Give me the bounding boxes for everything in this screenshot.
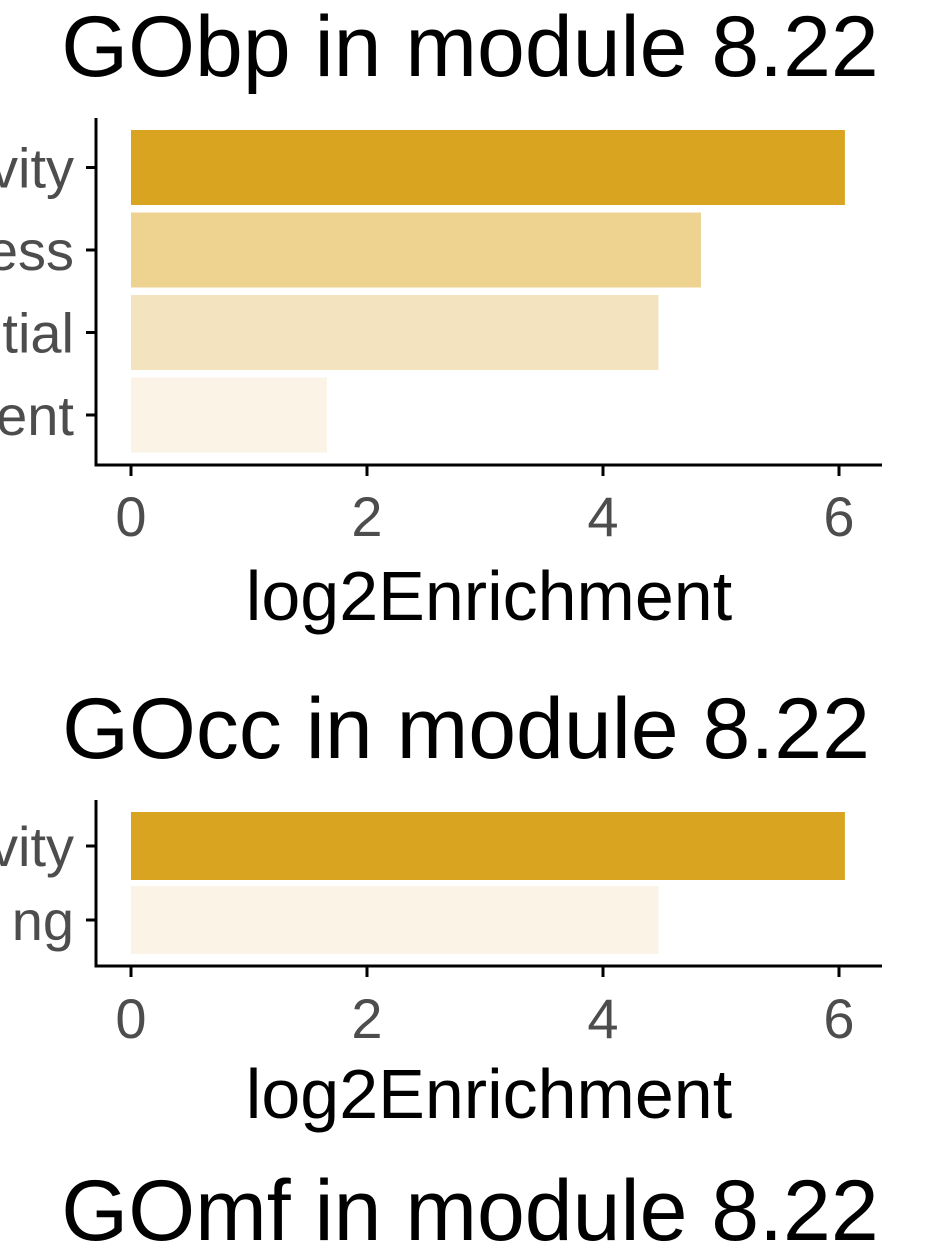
x-tick-label-gocc-0: 0 xyxy=(115,987,146,1050)
chart-title-gocc: GOcc in module 8.22 xyxy=(62,681,870,777)
panel-gomf: GOmf in module 8.22 xyxy=(61,1163,878,1250)
bar-gocc-1 xyxy=(131,812,845,880)
x-tick-label-gobp-6: 6 xyxy=(823,485,854,548)
bar-gobp-2 xyxy=(131,212,701,288)
x-tick-label-gocc-2: 2 xyxy=(351,987,382,1050)
bar-gobp-4 xyxy=(131,377,327,453)
x-ticks-gocc: 0 2 4 6 xyxy=(115,966,855,1050)
bar-gobp-3 xyxy=(131,295,659,370)
y-tick-label-gobp-3: tial xyxy=(2,302,74,365)
x-tick-label-gobp-4: 4 xyxy=(587,485,618,548)
x-ticks-gobp: 0 2 4 6 xyxy=(115,465,855,548)
x-axis-label-gocc: log2Enrichment xyxy=(246,1055,732,1133)
x-tick-label-gocc-6: 6 xyxy=(823,987,854,1050)
bar-gobp-1 xyxy=(131,130,845,205)
chart-title-gomf: GOmf in module 8.22 xyxy=(61,1163,878,1250)
x-tick-label-gobp-0: 0 xyxy=(115,485,146,548)
y-ticks-gocc: vity ng xyxy=(0,815,96,952)
y-ticks-gobp: vity ess tial ent xyxy=(0,137,96,447)
x-axis-label-gobp: log2Enrichment xyxy=(246,557,732,635)
y-tick-label-gocc-1: vity xyxy=(0,815,74,878)
chart-title-gobp: GObp in module 8.22 xyxy=(61,0,879,95)
bars-gobp xyxy=(131,130,845,453)
y-tick-label-gocc-2: ng xyxy=(12,889,74,952)
bar-gocc-2 xyxy=(131,886,659,954)
x-tick-label-gobp-2: 2 xyxy=(351,485,382,548)
y-tick-label-gobp-2: ess xyxy=(0,219,74,282)
bars-gocc xyxy=(131,812,845,954)
panel-gocc: GOcc in module 8.22 vity ng 0 2 4 6 log2Enri… xyxy=(0,681,882,1133)
y-tick-label-gobp-1: vity xyxy=(0,137,74,200)
x-tick-label-gocc-4: 4 xyxy=(587,987,618,1050)
y-tick-label-gobp-4: ent xyxy=(0,384,74,447)
